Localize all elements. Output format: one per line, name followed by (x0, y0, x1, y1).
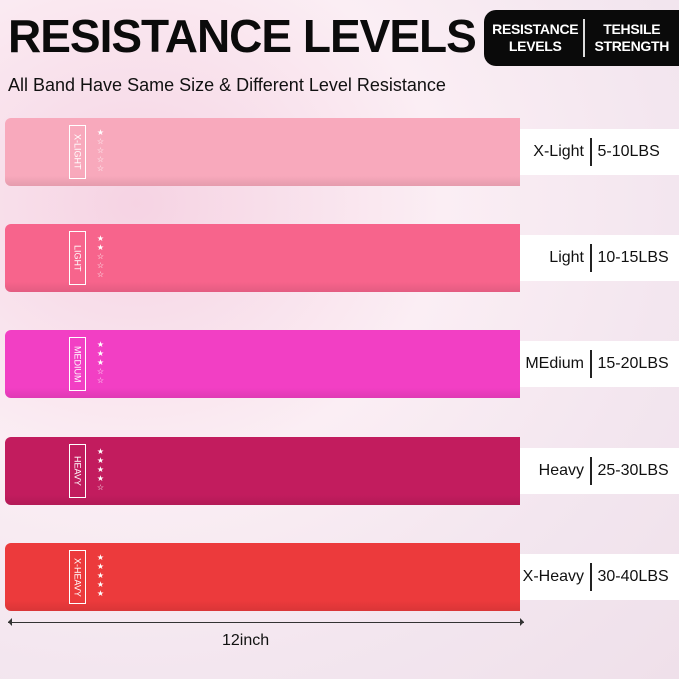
star-rating: ★★★☆☆ (96, 340, 105, 385)
star-rating: ★★★★☆ (96, 447, 105, 492)
strength-label: 5-10LBS (597, 143, 660, 160)
strength-label: 30-40LBS (597, 568, 669, 585)
band-tag: LIGHT (69, 231, 86, 285)
level-label: MEdium (525, 355, 584, 372)
divider (590, 350, 592, 378)
page-title: RESISTANCE LEVELS (8, 10, 477, 62)
star-rating: ★★★★★ (96, 553, 105, 598)
band-tag: X-LIGHT (69, 125, 86, 179)
divider (590, 457, 592, 485)
strength-label: 15-20LBS (597, 355, 669, 372)
header-resistance-levels: RESISTANCE LEVELS (492, 21, 579, 54)
measure-label: 12inch (222, 632, 270, 649)
strength-label: 10-15LBS (597, 249, 669, 266)
band-spec-row: Heavy 25-30LBS (520, 448, 679, 494)
resistance-band: HEAVY ★★★★☆ (5, 437, 520, 505)
band-tag: MEDIUM (69, 337, 86, 391)
resistance-band: MEDIUM ★★★☆☆ (5, 330, 520, 398)
resistance-band: X-LIGHT ★☆☆☆☆ (5, 118, 520, 186)
star-rating: ★☆☆☆☆ (96, 128, 105, 173)
band-spec-row: X-Light 5-10LBS (520, 129, 679, 175)
band-spec-row: Light 10-15LBS (520, 235, 679, 281)
band-spec-row: MEdium 15-20LBS (520, 341, 679, 387)
band-tag: X-HEAVY (69, 550, 86, 604)
divider (582, 19, 585, 57)
band-tag: HEAVY (69, 444, 86, 498)
star-rating: ★★☆☆☆ (96, 234, 105, 279)
header-tensile-strength: TEHSILE STRENGTH (594, 21, 670, 54)
level-label: Heavy (538, 462, 584, 479)
divider (590, 138, 592, 166)
strength-label: 25-30LBS (597, 462, 669, 479)
level-label: X-Light (533, 143, 584, 160)
level-label: X-Heavy (522, 568, 584, 585)
divider (590, 244, 592, 272)
resistance-band: LIGHT ★★☆☆☆ (5, 224, 520, 292)
divider (590, 563, 592, 591)
band-spec-row: X-Heavy 30-40LBS (520, 554, 679, 600)
table-header: RESISTANCE LEVELS TEHSILE STRENGTH (484, 10, 679, 66)
resistance-band: X-HEAVY ★★★★★ (5, 543, 520, 611)
level-label: Light (549, 249, 584, 266)
measure-arrow (8, 618, 524, 626)
subtitle: All Band Have Same Size & Different Leve… (8, 75, 446, 95)
